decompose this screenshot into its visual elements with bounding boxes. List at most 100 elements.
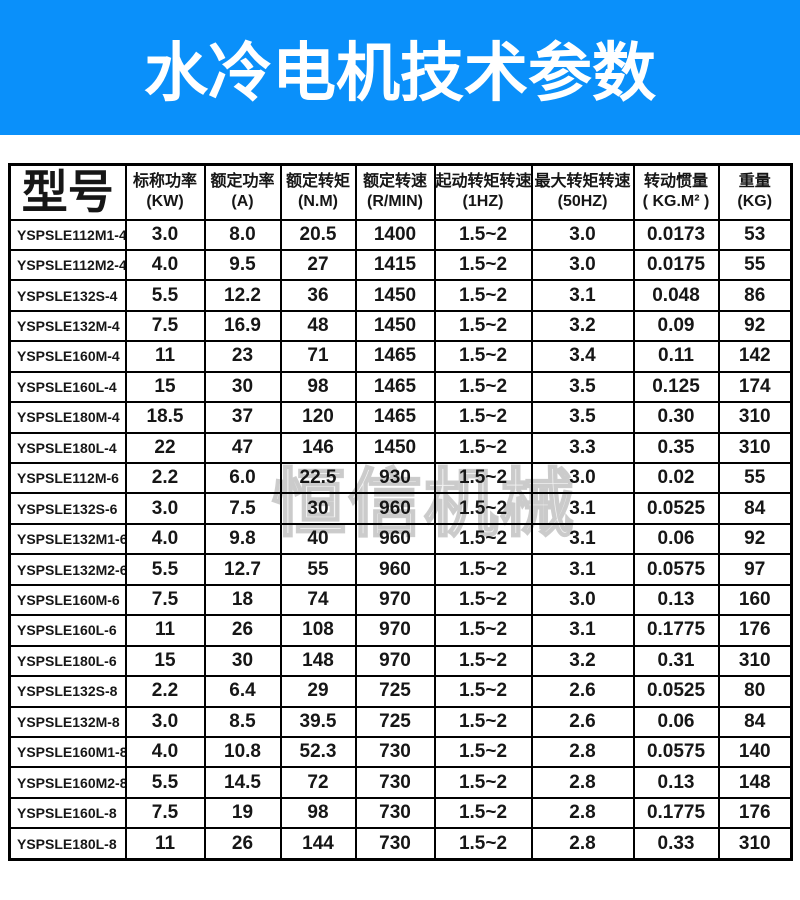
- value-cell: 3.0: [530, 248, 635, 282]
- value-cell: 84: [717, 492, 793, 525]
- value-cell: 3.1: [530, 553, 635, 586]
- value-cell: 11: [124, 827, 206, 861]
- value-cell: 30: [203, 370, 282, 404]
- table-row: YSPSLE160L-4 15 30 98 1465 1.5~2 3.5 0.125 174: [8, 370, 793, 404]
- value-cell: 148: [717, 766, 793, 799]
- value-cell: 3.1: [530, 614, 635, 647]
- model-cell: YSPSLE160L-6: [8, 614, 127, 647]
- value-cell: 0.048: [632, 279, 720, 312]
- value-cell: 18: [203, 583, 282, 617]
- value-cell: 74: [279, 583, 357, 617]
- value-cell: 3.0: [530, 583, 635, 617]
- value-cell: 5.5: [124, 279, 206, 312]
- value-cell: 72: [279, 766, 357, 799]
- value-cell: 1450: [354, 279, 436, 312]
- value-cell: 1.5~2: [433, 522, 533, 556]
- value-cell: 3.5: [530, 401, 635, 434]
- value-cell: 3.0: [124, 705, 206, 738]
- value-cell: 0.0525: [632, 675, 720, 708]
- table-row: YSPSLE132M-4 7.5 16.9 48 1450 1.5~2 3.2 0.09 92: [8, 309, 793, 343]
- value-cell: 970: [354, 644, 436, 678]
- value-cell: 140: [717, 735, 793, 769]
- value-cell: 0.1775: [632, 796, 720, 830]
- table-row: YSPSLE112M1-4 3.0 8.0 20.5 1400 1.5~2 3.0 0.017…: [8, 218, 793, 251]
- value-cell: 0.11: [632, 340, 720, 373]
- table-row: YSPSLE160L-6 11 26 108 970 1.5~2 3.1 0.1775 176: [8, 614, 793, 647]
- table-row: YSPSLE132S-8 2.2 6.4 29 725 1.5~2 2.6 0.0525 80: [8, 675, 793, 708]
- value-cell: 1.5~2: [433, 675, 533, 708]
- value-cell: 11: [124, 614, 206, 647]
- value-cell: 3.1: [530, 279, 635, 312]
- value-cell: 0.0525: [632, 492, 720, 525]
- value-cell: 2.2: [124, 461, 206, 495]
- value-cell: 0.09: [632, 309, 720, 343]
- table-row: YSPSLE160M1-8 4.0 10.8 52.3 730 1.5~2 2.8 0.057…: [8, 735, 793, 769]
- value-cell: 80: [717, 675, 793, 708]
- value-cell: 1415: [354, 248, 436, 282]
- value-cell: 1.5~2: [433, 705, 533, 738]
- value-cell: 176: [717, 796, 793, 830]
- value-cell: 55: [717, 461, 793, 495]
- value-cell: 1465: [354, 340, 436, 373]
- value-cell: 1.5~2: [433, 218, 533, 251]
- value-cell: 92: [717, 522, 793, 556]
- value-cell: 160: [717, 583, 793, 617]
- value-cell: 1.5~2: [433, 431, 533, 465]
- value-cell: 730: [354, 827, 436, 861]
- value-cell: 3.2: [530, 309, 635, 343]
- value-cell: 1.5~2: [433, 827, 533, 861]
- column-header: 额定功率 (A): [203, 163, 282, 221]
- table-row: YSPSLE160L-8 7.5 19 98 730 1.5~2 2.8 0.1775 176: [8, 796, 793, 830]
- value-cell: 8.0: [203, 218, 282, 251]
- value-cell: 39.5: [279, 705, 357, 738]
- title-banner: 水冷电机技术参数: [0, 0, 800, 135]
- value-cell: 1.5~2: [433, 796, 533, 830]
- value-cell: 52.3: [279, 735, 357, 769]
- value-cell: 20.5: [279, 218, 357, 251]
- value-cell: 2.8: [530, 766, 635, 799]
- value-cell: 120: [279, 401, 357, 434]
- value-cell: 1.5~2: [433, 461, 533, 495]
- value-cell: 53: [717, 218, 793, 251]
- value-cell: 1.5~2: [433, 401, 533, 434]
- value-cell: 146: [279, 431, 357, 465]
- table-row: YSPSLE132M1-6 4.0 9.8 40 960 1.5~2 3.1 0.06 92: [8, 522, 793, 556]
- table-row: YSPSLE160M2-8 5.5 14.5 72 730 1.5~2 2.8 0.13 148: [8, 766, 793, 799]
- value-cell: 3.2: [530, 644, 635, 678]
- value-cell: 1.5~2: [433, 248, 533, 282]
- table-row: YSPSLE180L-8 11 26 144 730 1.5~2 2.8 0.33 310: [8, 827, 793, 861]
- value-cell: 960: [354, 492, 436, 525]
- value-cell: 3.3: [530, 431, 635, 465]
- value-cell: 30: [203, 644, 282, 678]
- value-cell: 730: [354, 766, 436, 799]
- table-row: YSPSLE180M-4 18.5 37 120 1465 1.5~2 3.5 0.30 310: [8, 401, 793, 434]
- value-cell: 0.31: [632, 644, 720, 678]
- value-cell: 1.5~2: [433, 370, 533, 404]
- value-cell: 15: [124, 370, 206, 404]
- value-cell: 174: [717, 370, 793, 404]
- model-cell: YSPSLE132S-4: [8, 279, 127, 312]
- value-cell: 22.5: [279, 461, 357, 495]
- value-cell: 92: [717, 309, 793, 343]
- value-cell: 30: [279, 492, 357, 525]
- spec-table: 型号 标称功率 (KW) 额定功率 (A) 额定转矩 (N.M) 额定转速 (R/MIN) 起动转…: [8, 163, 793, 861]
- table-row: YSPSLE132S-6 3.0 7.5 30 960 1.5~2 3.1 0.0525 84: [8, 492, 793, 525]
- value-cell: 3.5: [530, 370, 635, 404]
- value-cell: 16.9: [203, 309, 282, 343]
- table-row: YSPSLE112M2-4 4.0 9.5 27 1415 1.5~2 3.0 0.0175 5…: [8, 248, 793, 282]
- table-row: YSPSLE160M-4 11 23 71 1465 1.5~2 3.4 0.11 142: [8, 340, 793, 373]
- value-cell: 27: [279, 248, 357, 282]
- model-cell: YSPSLE132S-6: [8, 492, 127, 525]
- value-cell: 970: [354, 583, 436, 617]
- value-cell: 6.0: [203, 461, 282, 495]
- value-cell: 71: [279, 340, 357, 373]
- value-cell: 1.5~2: [433, 614, 533, 647]
- column-header: 重量 (KG): [717, 163, 793, 221]
- value-cell: 1.5~2: [433, 766, 533, 799]
- value-cell: 310: [717, 644, 793, 678]
- value-cell: 22: [124, 431, 206, 465]
- model-cell: YSPSLE132M2-6: [8, 553, 127, 586]
- value-cell: 142: [717, 340, 793, 373]
- table-header: 型号 标称功率 (KW) 额定功率 (A) 额定转矩 (N.M) 额定转速 (R/MIN) 起动转…: [8, 163, 793, 221]
- column-header-model: 型号: [8, 163, 127, 221]
